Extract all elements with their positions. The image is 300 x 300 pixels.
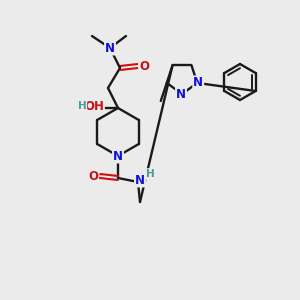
Text: O: O (139, 59, 149, 73)
Text: N: N (135, 173, 145, 187)
Text: N: N (193, 76, 203, 89)
Text: H: H (146, 169, 154, 179)
Text: OH: OH (84, 100, 104, 113)
Text: O: O (88, 169, 98, 182)
Text: N: N (105, 41, 115, 55)
Text: N: N (176, 88, 186, 100)
Text: N: N (113, 149, 123, 163)
Text: H: H (78, 101, 86, 111)
